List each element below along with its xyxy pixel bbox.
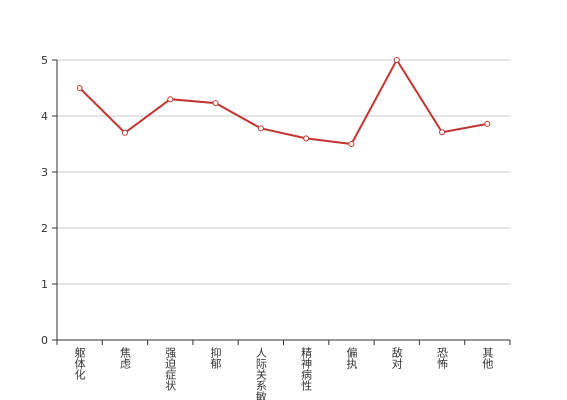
x-tick-label: 偏执: [345, 346, 358, 370]
x-tick-label: 人际关系敏感: [254, 347, 267, 400]
x-tick-label: 焦虑: [118, 347, 131, 369]
x-tick-label: 敌对: [390, 346, 403, 369]
x-tick-label: 精神病性: [300, 347, 313, 392]
point: [393, 57, 400, 63]
x-tick-label: 躯体化: [73, 347, 86, 381]
x-tick-label: 强迫症状: [164, 347, 177, 391]
point: [484, 120, 491, 127]
point: [348, 141, 355, 147]
x-tick-label: 恐怖: [436, 347, 449, 369]
point: [303, 135, 310, 142]
x-tick-label: 抑郁: [209, 346, 222, 369]
point: [212, 100, 219, 107]
y-tick-label: 1: [41, 278, 48, 291]
point: [121, 129, 128, 136]
point: [439, 129, 446, 136]
line: [78, 58, 488, 146]
y-tick-label: 0: [41, 334, 48, 347]
x-tick-label: 其他: [481, 347, 494, 369]
point: [257, 125, 264, 132]
y-tick-label: 3: [41, 166, 48, 179]
y-tick-label: 4: [41, 110, 48, 123]
point: [167, 96, 174, 103]
point: [76, 85, 83, 91]
y-tick-label: 5: [41, 54, 48, 67]
y-tick-label: 2: [41, 222, 48, 235]
